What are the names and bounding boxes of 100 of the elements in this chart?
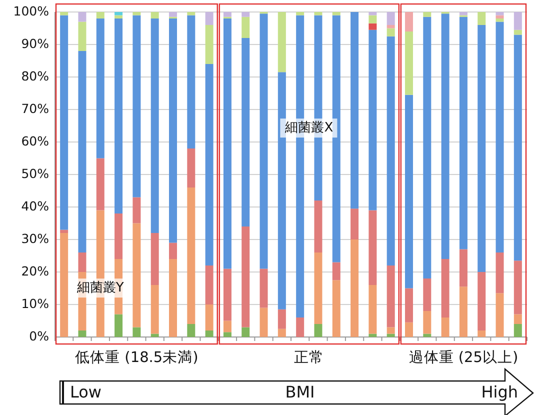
bar bbox=[260, 308, 268, 337]
bar bbox=[114, 214, 123, 259]
bar bbox=[205, 12, 214, 25]
bar bbox=[314, 324, 322, 337]
bar bbox=[441, 259, 450, 318]
bar bbox=[132, 327, 141, 337]
bar bbox=[478, 25, 486, 272]
bar bbox=[187, 188, 196, 324]
bar bbox=[260, 268, 268, 308]
bar bbox=[278, 309, 286, 329]
bar bbox=[368, 23, 377, 30]
bar bbox=[405, 94, 413, 288]
bar bbox=[423, 278, 432, 311]
bar bbox=[368, 15, 377, 24]
bar bbox=[386, 327, 395, 334]
y-tick-label: 0% bbox=[29, 328, 50, 344]
bar bbox=[60, 12, 68, 16]
bar bbox=[368, 30, 377, 210]
bar bbox=[278, 12, 286, 72]
y-tick-label: 40% bbox=[21, 198, 50, 214]
bar bbox=[314, 12, 322, 16]
bar bbox=[150, 334, 159, 337]
text: Low bbox=[70, 382, 102, 402]
bar bbox=[114, 15, 123, 18]
bar bbox=[423, 334, 432, 337]
bar bbox=[223, 18, 232, 269]
bar bbox=[514, 260, 522, 314]
bar bbox=[386, 25, 395, 28]
bar bbox=[332, 12, 340, 16]
bar bbox=[478, 272, 486, 330]
bar bbox=[332, 262, 340, 280]
bar bbox=[368, 285, 377, 334]
bar bbox=[223, 268, 232, 321]
bar bbox=[78, 22, 86, 51]
bar bbox=[205, 330, 214, 337]
y-tick-label: 20% bbox=[21, 263, 50, 278]
bar bbox=[496, 15, 504, 18]
bar bbox=[278, 72, 286, 310]
bar bbox=[242, 12, 250, 17]
bar bbox=[350, 12, 359, 209]
bar bbox=[169, 18, 177, 243]
y-tick-label: 80% bbox=[21, 68, 50, 84]
bar bbox=[60, 233, 68, 337]
bar bbox=[187, 15, 196, 148]
bar bbox=[78, 51, 86, 252]
text: BMI bbox=[285, 382, 315, 402]
bar bbox=[78, 12, 86, 22]
bar bbox=[242, 16, 250, 38]
bar bbox=[96, 12, 104, 18]
bar bbox=[169, 242, 177, 259]
bar bbox=[223, 320, 232, 332]
bar bbox=[423, 12, 432, 17]
bar bbox=[368, 334, 377, 337]
y-tick-label: 10% bbox=[21, 296, 50, 311]
bar bbox=[132, 197, 141, 224]
bar bbox=[150, 285, 159, 334]
bar bbox=[441, 14, 450, 259]
bar bbox=[205, 25, 214, 64]
bar bbox=[459, 249, 468, 287]
bar bbox=[478, 12, 486, 25]
bar bbox=[150, 233, 159, 285]
bar bbox=[223, 332, 232, 337]
bar bbox=[169, 259, 177, 337]
annotation: 細菌叢X bbox=[284, 120, 334, 136]
bar bbox=[386, 36, 395, 266]
bar bbox=[96, 158, 104, 210]
bar bbox=[187, 12, 196, 16]
bar bbox=[242, 327, 250, 337]
bar bbox=[350, 208, 359, 240]
bar bbox=[459, 16, 468, 250]
bar bbox=[405, 288, 413, 322]
bar bbox=[114, 12, 123, 16]
bar bbox=[350, 240, 359, 337]
bar bbox=[223, 12, 232, 17]
bar bbox=[260, 14, 268, 269]
bar bbox=[368, 210, 377, 285]
bar bbox=[459, 12, 468, 16]
bar bbox=[205, 64, 214, 266]
bar bbox=[386, 334, 395, 337]
bar bbox=[114, 314, 123, 337]
bar bbox=[514, 324, 522, 337]
bar bbox=[242, 38, 250, 226]
bar bbox=[478, 330, 486, 337]
y-tick-label: 30% bbox=[21, 230, 50, 246]
bar bbox=[423, 16, 432, 278]
bar bbox=[405, 322, 413, 337]
y-tick-label: 100% bbox=[13, 3, 50, 18]
y-tick-label: 50% bbox=[21, 166, 50, 181]
bar bbox=[405, 32, 413, 95]
bar bbox=[60, 15, 68, 230]
y-tick-label: 70% bbox=[21, 100, 50, 116]
bar bbox=[514, 12, 522, 30]
bar bbox=[132, 223, 141, 328]
bar bbox=[296, 12, 304, 16]
bar bbox=[405, 12, 413, 32]
bar bbox=[514, 34, 522, 261]
text: 正常 bbox=[294, 348, 324, 366]
bar bbox=[514, 314, 522, 324]
bar bbox=[296, 318, 304, 337]
y-tick-label: 60% bbox=[21, 133, 50, 148]
